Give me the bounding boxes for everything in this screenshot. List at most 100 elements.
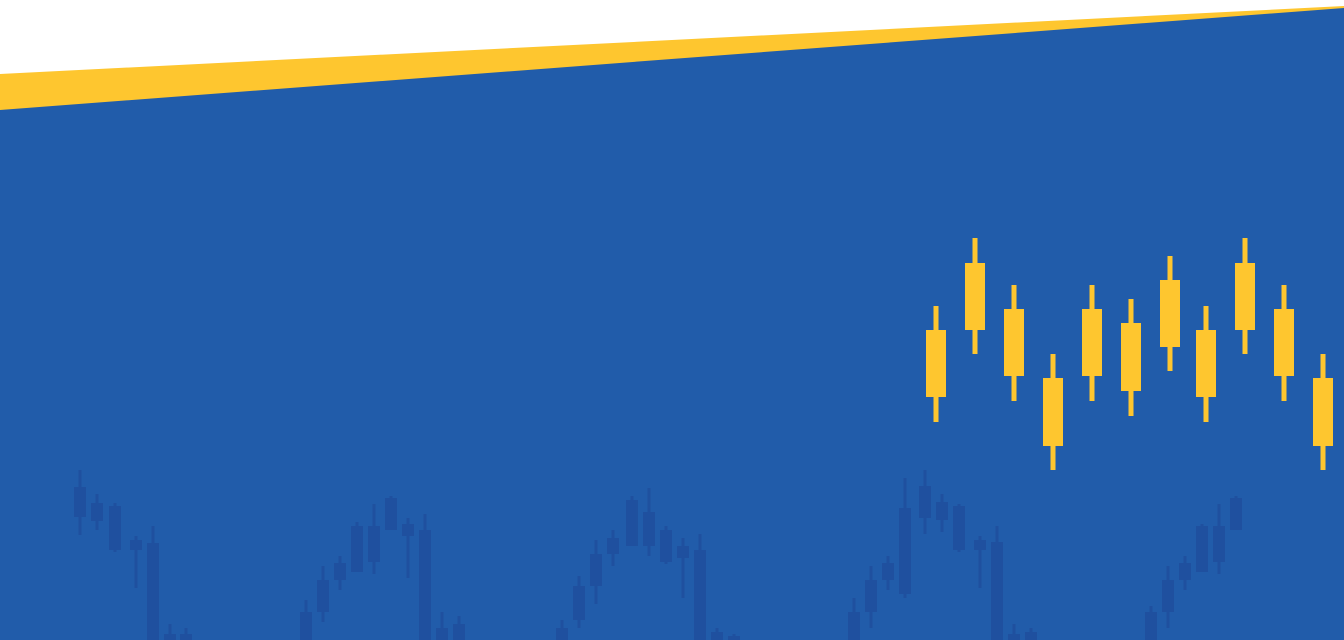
candlestick-chart-decoration [926, 238, 1333, 470]
shadow-candle-body [130, 540, 142, 550]
shadow-candle [1145, 606, 1157, 640]
shadow-candle [936, 494, 948, 532]
shadow-candle-body [899, 508, 911, 594]
shadow-candle [590, 540, 602, 604]
shadow-candle [573, 576, 585, 628]
highlight-candle [1313, 354, 1333, 470]
shadow-candle [556, 620, 568, 640]
highlight-candle-body [1235, 263, 1255, 330]
shadow-candle [419, 514, 431, 640]
shadow-candle [453, 616, 465, 640]
shadow-candle [865, 566, 877, 628]
shadow-candle-body [974, 540, 986, 550]
shadow-candle-body [694, 550, 706, 640]
shadow-candle-body [351, 526, 363, 572]
shadow-candle-body [1145, 612, 1157, 640]
shadow-candle-body [643, 512, 655, 546]
shadow-candle [109, 503, 121, 552]
shadow-candle-body [953, 506, 965, 550]
shadow-candle-body [882, 563, 894, 580]
shadow-candle-body [607, 538, 619, 554]
shadow-candle-body [164, 634, 176, 640]
shadow-candle [848, 598, 860, 640]
highlight-candle-body [1082, 309, 1102, 376]
shadow-candle-body [919, 486, 931, 518]
highlight-candle-body [1196, 330, 1216, 397]
highlight-candle [1043, 354, 1063, 470]
shadow-candle-body [368, 526, 380, 562]
highlight-candle [926, 306, 946, 422]
shadow-candle [1025, 628, 1037, 640]
shadow-candle [351, 522, 363, 572]
shadow-candle [130, 536, 142, 588]
shadow-candle-wick [440, 612, 444, 640]
shadow-candle [728, 634, 740, 640]
shadow-candle-body [1008, 634, 1020, 640]
highlight-candle [1235, 238, 1255, 354]
shadow-candle-body [590, 554, 602, 586]
shadow-candle-body [402, 524, 414, 536]
shadow-candle [147, 526, 159, 640]
shadow-candle-body [453, 624, 465, 640]
shadow-candle [180, 628, 192, 640]
shadow-candle [953, 504, 965, 552]
highlight-candle-body [1160, 280, 1180, 347]
shadow-candle-wick [681, 538, 685, 598]
shadow-candle [1230, 496, 1242, 530]
shadow-candle [1179, 556, 1191, 590]
shadow-candle-body [1230, 498, 1242, 530]
shadow-candle-body [109, 506, 121, 550]
shadow-candle-wick [134, 536, 138, 588]
highlight-candle [1004, 285, 1024, 401]
shadow-candle-body [1025, 632, 1037, 640]
shadow-candle [899, 478, 911, 598]
shadow-candle [164, 624, 176, 640]
shadow-candle-body [317, 580, 329, 612]
shadow-candle [677, 538, 689, 598]
shadow-candle [711, 628, 723, 640]
shadow-candle-body [1196, 526, 1208, 572]
shadow-candle-body [1213, 526, 1225, 562]
shadow-candle [402, 518, 414, 578]
shadow-candle [1162, 566, 1174, 628]
shadow-candle-body [865, 580, 877, 612]
shadow-candle [334, 556, 346, 590]
shadow-candle-body [556, 628, 568, 640]
shadow-candle-body [660, 530, 672, 562]
shadow-candle-body [334, 563, 346, 580]
shadow-candle-body [711, 632, 723, 640]
shadow-candle-body [1162, 580, 1174, 612]
blue-panel [0, 8, 1344, 640]
shadow-candle-body [91, 503, 103, 521]
shadow-candle [919, 470, 931, 534]
shadow-candle-wick [168, 624, 172, 640]
highlight-candle [1196, 306, 1216, 422]
highlight-candle [1160, 256, 1180, 371]
shadow-candle-wick [406, 518, 410, 578]
shadow-candle [660, 526, 672, 564]
shadow-candle [991, 526, 1003, 640]
shadow-candle [368, 504, 380, 574]
highlight-candle-body [965, 263, 985, 330]
shadow-candle-body [1179, 563, 1191, 580]
shadow-candle-body [728, 636, 740, 640]
shadow-candle-body [74, 487, 86, 517]
shadow-candle-wick [1012, 624, 1016, 640]
shadow-candle-body [419, 530, 431, 640]
shadow-candle [1196, 524, 1208, 572]
shadow-candle-wick [978, 536, 982, 588]
highlight-candle-body [1004, 309, 1024, 376]
shadow-candle-body [300, 612, 312, 640]
highlight-candle-body [1274, 309, 1294, 376]
shadow-candle [385, 496, 397, 530]
shadow-candle-body [573, 586, 585, 620]
background-candlestick-pattern [74, 470, 1242, 640]
highlight-candle-body [1121, 323, 1141, 391]
shadow-candle-body [626, 500, 638, 546]
shadow-candle [436, 612, 448, 640]
shadow-candle-body [848, 612, 860, 640]
shadow-candle [317, 566, 329, 622]
shadow-candle [1213, 504, 1225, 574]
